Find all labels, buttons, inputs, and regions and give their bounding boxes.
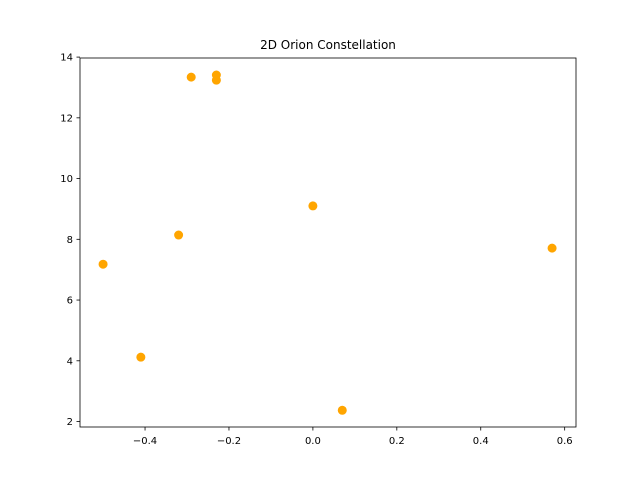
x-tick-label: 0.6	[557, 436, 573, 447]
y-tick-label: 12	[60, 113, 73, 124]
x-tick-label: 0.4	[473, 436, 489, 447]
y-tick-label: 8	[67, 235, 73, 246]
plot-area	[80, 58, 576, 427]
y-tick-label: 14	[60, 53, 73, 64]
points-layer	[98, 70, 557, 415]
x-tick-label: 0.2	[389, 436, 405, 447]
data-point	[337, 405, 347, 415]
x-tick-label: −0.4	[133, 436, 157, 447]
ticks-layer: −0.4 −0.2 0.0 0.2 0.4 0.6 2 4 6 8 10 12 14	[60, 53, 572, 447]
data-point	[308, 201, 318, 211]
data-point	[186, 72, 196, 82]
x-tick-label: −0.2	[217, 436, 241, 447]
y-tick-label: 2	[67, 417, 73, 428]
axes-frame	[79, 57, 577, 428]
data-point	[547, 243, 557, 253]
x-tick-label: 0.0	[305, 436, 321, 447]
data-point	[211, 75, 221, 85]
y-tick-label: 4	[67, 356, 73, 367]
data-point	[98, 259, 108, 269]
y-tick-label: 6	[67, 296, 73, 307]
data-point	[174, 230, 184, 240]
chart-title: 2D Orion Constellation	[260, 38, 396, 52]
data-point	[136, 352, 146, 362]
y-tick-label: 10	[60, 174, 73, 185]
